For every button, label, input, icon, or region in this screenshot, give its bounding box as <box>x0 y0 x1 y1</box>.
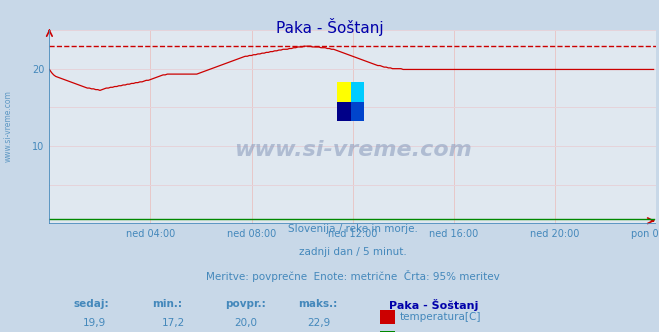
FancyBboxPatch shape <box>380 310 395 324</box>
FancyBboxPatch shape <box>351 82 364 102</box>
Text: Paka - Šoštanj: Paka - Šoštanj <box>389 299 478 311</box>
Text: temperatura[C]: temperatura[C] <box>400 312 481 322</box>
Text: maks.:: maks.: <box>298 299 337 309</box>
Text: Slovenija / reke in morje.: Slovenija / reke in morje. <box>287 224 418 234</box>
Text: povpr.:: povpr.: <box>225 299 266 309</box>
Text: www.si-vreme.com: www.si-vreme.com <box>3 90 13 162</box>
Text: zadnji dan / 5 minut.: zadnji dan / 5 minut. <box>299 247 407 257</box>
Text: Paka - Šoštanj: Paka - Šoštanj <box>275 18 384 36</box>
Text: 22,9: 22,9 <box>307 318 330 328</box>
FancyBboxPatch shape <box>351 102 364 121</box>
FancyBboxPatch shape <box>337 82 351 102</box>
Text: sedaj:: sedaj: <box>74 299 109 309</box>
Text: 19,9: 19,9 <box>83 318 106 328</box>
FancyBboxPatch shape <box>337 102 351 121</box>
Text: min.:: min.: <box>152 299 183 309</box>
Text: Meritve: povprečne  Enote: metrične  Črta: 95% meritev: Meritve: povprečne Enote: metrične Črta:… <box>206 270 500 282</box>
FancyBboxPatch shape <box>380 331 395 332</box>
Text: 20,0: 20,0 <box>235 318 258 328</box>
Text: 17,2: 17,2 <box>161 318 185 328</box>
Text: www.si-vreme.com: www.si-vreme.com <box>234 140 471 160</box>
